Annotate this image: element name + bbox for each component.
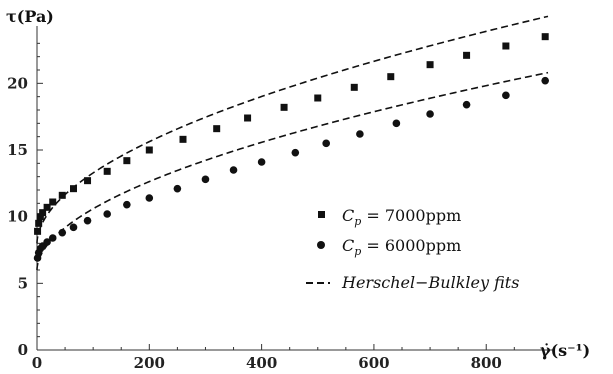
marker-square-7000ppm	[35, 219, 43, 227]
marker-square-7000ppm	[213, 125, 221, 133]
marker-circle-6000ppm	[462, 100, 471, 109]
tick-labels: 0 200 400 600 800 0 5 10 15 20	[7, 74, 502, 372]
marker-square-7000ppm	[350, 83, 358, 91]
x-tick-label: 800	[471, 354, 502, 372]
marker-circle-6000ppm	[123, 200, 131, 209]
marker-circle-6000ppm	[145, 194, 154, 202]
marker-square-7000ppm	[502, 42, 510, 50]
marker-square-7000ppm	[280, 103, 288, 111]
y-tick-label: 20	[7, 74, 28, 92]
marker-circle-6000ppm	[322, 139, 330, 148]
marker-circle-6000ppm	[201, 175, 210, 184]
marker-square-7000ppm	[541, 33, 549, 41]
y-tick-label: 10	[7, 208, 28, 226]
x-tick-label: 0	[32, 354, 42, 372]
x-tick-label: 200	[134, 354, 165, 372]
y-tick-label: 15	[7, 141, 28, 159]
x-tick-label: 600	[358, 354, 389, 372]
legend-entry-fits: Herschel−Bulkley fits	[341, 273, 519, 292]
marker-circle-6000ppm	[83, 216, 92, 225]
marker-square-7000ppm	[36, 213, 44, 221]
marker-square-7000ppm	[39, 209, 47, 217]
marker-circle-6000ppm	[173, 184, 182, 193]
fit-curve-1	[36, 15, 549, 244]
marker-square-7000ppm	[314, 94, 322, 102]
marker-circle-6000ppm	[541, 76, 549, 85]
marker-square-7000ppm	[123, 157, 131, 165]
marker-square-7000ppm	[58, 191, 66, 199]
marker-square-7000ppm	[84, 177, 92, 185]
marker-circle-6000ppm	[43, 238, 51, 246]
legend-marker-square	[318, 211, 325, 218]
marker-circle-6000ppm	[257, 158, 266, 166]
marker-square-7000ppm	[49, 198, 57, 206]
marker-circle-6000ppm	[229, 166, 238, 174]
marker-square-7000ppm	[145, 146, 153, 154]
fit-lines	[36, 15, 549, 271]
marker-square-7000ppm	[103, 167, 111, 175]
marker-circle-6000ppm	[103, 210, 111, 218]
x-tick-label: 400	[246, 354, 277, 372]
marker-circle-6000ppm	[502, 91, 510, 100]
legend-entry-7000: Cp = 7000ppm	[342, 206, 461, 228]
marker-circle-6000ppm	[48, 234, 57, 242]
y-tick-label: 5	[18, 274, 28, 292]
marker-square-7000ppm	[387, 73, 395, 81]
marker-square-7000ppm	[70, 185, 77, 193]
marker-circle-6000ppm	[356, 130, 364, 138]
marker-square-7000ppm	[244, 114, 252, 122]
legend-entry-6000: Cp = 6000ppm	[342, 236, 461, 258]
marker-circle-6000ppm	[392, 119, 401, 128]
x-axis-label: γ̇(s⁻¹)	[540, 341, 590, 360]
legend: Cp = 7000ppm Cp = 6000ppm Herschel−Bulkl…	[306, 206, 519, 292]
legend-marker-circle	[317, 241, 325, 249]
y-tick-label: 0	[18, 341, 28, 359]
axes	[36, 26, 553, 351]
y-axis-label: τ(Pa)	[6, 7, 54, 26]
marker-circle-6000ppm	[58, 228, 67, 237]
marker-square-7000ppm	[34, 227, 42, 235]
marker-square-7000ppm	[463, 51, 471, 59]
marker-circle-6000ppm	[426, 110, 434, 118]
marker-square-7000ppm	[179, 135, 187, 143]
marker-square-7000ppm	[426, 61, 434, 69]
fit-curve-2	[36, 71, 549, 271]
marker-square-7000ppm	[43, 203, 51, 211]
marker-circle-6000ppm	[291, 148, 300, 157]
data-markers	[33, 33, 549, 262]
marker-circle-6000ppm	[69, 223, 78, 232]
